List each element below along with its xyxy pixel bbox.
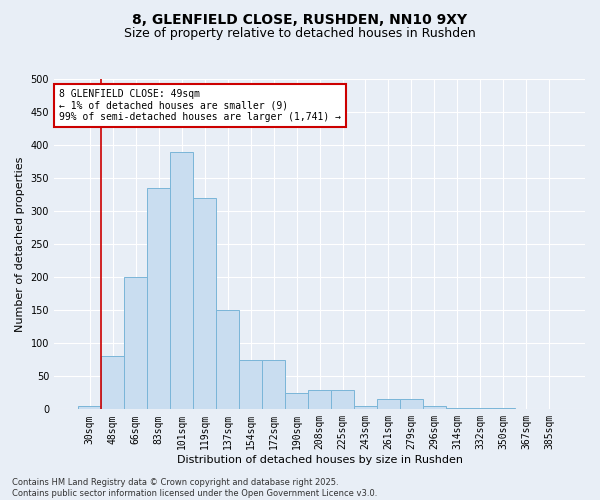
Text: 8 GLENFIELD CLOSE: 49sqm
← 1% of detached houses are smaller (9)
99% of semi-det: 8 GLENFIELD CLOSE: 49sqm ← 1% of detache…	[59, 89, 341, 122]
Bar	[400, 400, 423, 409]
Bar	[285, 393, 308, 409]
Bar	[446, 408, 469, 410]
Bar	[377, 400, 400, 409]
Bar	[492, 408, 515, 410]
Bar	[354, 406, 377, 409]
Bar	[262, 360, 285, 410]
Bar	[147, 188, 170, 410]
Y-axis label: Number of detached properties: Number of detached properties	[15, 156, 25, 332]
Bar	[515, 408, 538, 410]
Bar	[101, 356, 124, 410]
Text: 8, GLENFIELD CLOSE, RUSHDEN, NN10 9XY: 8, GLENFIELD CLOSE, RUSHDEN, NN10 9XY	[133, 12, 467, 26]
Bar	[538, 408, 561, 410]
Bar	[331, 390, 354, 409]
Bar	[170, 152, 193, 410]
X-axis label: Distribution of detached houses by size in Rushden: Distribution of detached houses by size …	[176, 455, 463, 465]
Bar	[423, 406, 446, 409]
Text: Contains HM Land Registry data © Crown copyright and database right 2025.
Contai: Contains HM Land Registry data © Crown c…	[12, 478, 377, 498]
Bar	[78, 406, 101, 409]
Bar	[469, 408, 492, 410]
Bar	[193, 198, 216, 410]
Text: Size of property relative to detached houses in Rushden: Size of property relative to detached ho…	[124, 28, 476, 40]
Bar	[216, 310, 239, 410]
Bar	[239, 360, 262, 410]
Bar	[308, 390, 331, 409]
Bar	[124, 277, 147, 409]
